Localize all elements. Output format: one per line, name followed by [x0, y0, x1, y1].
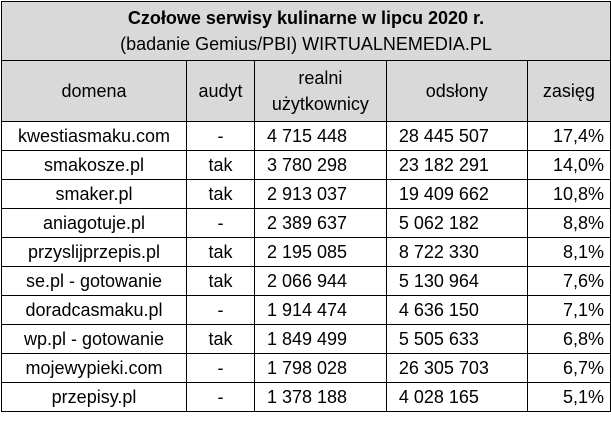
table-cell: 2 389 637 [253, 208, 387, 238]
table-cell: 23 182 291 [385, 150, 528, 180]
table-cell: 5 062 182 [385, 208, 528, 238]
table-cell: 4 028 165 [385, 382, 528, 412]
table-cell: 10,8% [526, 179, 611, 209]
table-cell: 6,8% [526, 324, 611, 354]
column-header: domena [0, 60, 188, 122]
table: Czołowe serwisy kulinarne w lipcu 2020 r… [0, 1, 611, 412]
table-row: wp.pl - gotowanie tak 1 849 499 5 505 633 6,… [0, 324, 611, 354]
table-cell: 8,8% [526, 208, 611, 238]
table-cell: kwestiasmaku.com [0, 121, 188, 151]
table-cell: mojewypieki.com [0, 353, 188, 383]
table-cell: - [186, 121, 255, 151]
column-header: audyt [186, 60, 255, 122]
table-cell: 1 798 028 [253, 353, 387, 383]
table-cell: - [186, 295, 255, 325]
table-cell: doradcasmaku.pl [0, 295, 188, 325]
table-row: se.pl - gotowanie tak 2 066 944 5 130 964 7,… [0, 266, 611, 296]
table-cell: 8 722 330 [385, 237, 528, 267]
table-cell: 7,6% [526, 266, 611, 296]
table-cell: 2 066 944 [253, 266, 387, 296]
page: Czołowe serwisy kulinarne w lipcu 2020 r… [0, 1, 611, 412]
table-cell: przepisy.pl [0, 382, 188, 412]
table-cell: - [186, 353, 255, 383]
header-row: domena audyt realni użytkownicy odsłony zasi… [0, 60, 611, 122]
table-cell: wp.pl - gotowanie [0, 324, 188, 354]
table-cell: smakosze.pl [0, 150, 188, 180]
table-body: kwestiasmaku.com -4 715 448 28 445 507 17,4… [0, 121, 611, 412]
table-row: smakosze.pl tak 3 780 298 23 182 291 14,0% [0, 150, 611, 180]
table-cell: tak [186, 324, 255, 354]
table-cell: 1 914 474 [253, 295, 387, 325]
table-cell: 19 409 662 [385, 179, 528, 209]
title: Czołowe serwisy kulinarne w lipcu 2020 r… [127, 8, 485, 28]
table-cell: 14,0% [526, 150, 611, 180]
table-cell: 1 849 499 [253, 324, 387, 354]
table-row: aniagotuje.pl -2 389 637 5 062 182 8,8% [0, 208, 611, 238]
table-cell: 4 636 150 [385, 295, 528, 325]
table-cell: 1 378 188 [253, 382, 387, 412]
table-row: mojewypieki.com -1 798 028 26 305 703 6,7% [0, 353, 611, 383]
table-cell: przyslijprzepis.pl [0, 237, 188, 267]
table-cell: - [186, 382, 255, 412]
title-row: Czołowe serwisy kulinarne w lipcu 2020 r… [1, 1, 611, 61]
table-cell: 5 130 964 [385, 266, 528, 296]
table-cell: aniagotuje.pl [0, 208, 188, 238]
table-cell: tak [186, 179, 255, 209]
table-cell: 17,4% [526, 121, 611, 151]
table-cell: - [186, 208, 255, 238]
title-cell: Czołowe serwisy kulinarne w lipcu 2020 r… [1, 1, 611, 61]
table-cell: tak [186, 150, 255, 180]
table-cell: 8,1% [526, 237, 611, 267]
column-header: zasięg [526, 60, 611, 122]
table-cell: 2 195 085 [253, 237, 387, 267]
table-cell: 26 305 703 [385, 353, 528, 383]
table-cell: 5 505 633 [385, 324, 528, 354]
table-row: przyslijprzepis.pl tak 2 195 085 8 722 330 8… [0, 237, 611, 267]
table-cell: 4 715 448 [253, 121, 387, 151]
table-cell: tak [186, 266, 255, 296]
table-cell: 2 913 037 [253, 179, 387, 209]
column-header: odsłony [385, 60, 528, 122]
table-cell: 6,7% [526, 353, 611, 383]
table-cell: tak [186, 237, 255, 267]
table-row: doradcasmaku.pl -1 914 474 4 636 150 7,1% [0, 295, 611, 325]
table-row: przepisy.pl -1 378 188 4 028 165 5,1% [0, 382, 611, 412]
table-cell: 5,1% [526, 382, 611, 412]
subtitle: (badanie Gemius/PBI) WIRTUALNEMEDIA.PL [120, 34, 492, 54]
table-cell: smaker.pl [0, 179, 188, 209]
table-cell: se.pl - gotowanie [0, 266, 188, 296]
table-row: smaker.pl tak 2 913 037 19 409 662 10,8% [0, 179, 611, 209]
table-row: kwestiasmaku.com -4 715 448 28 445 507 17,4… [0, 121, 611, 151]
table-cell: 7,1% [526, 295, 611, 325]
column-header: realni użytkownicy [253, 60, 387, 122]
table-cell: 28 445 507 [385, 121, 528, 151]
table-cell: 3 780 298 [253, 150, 387, 180]
